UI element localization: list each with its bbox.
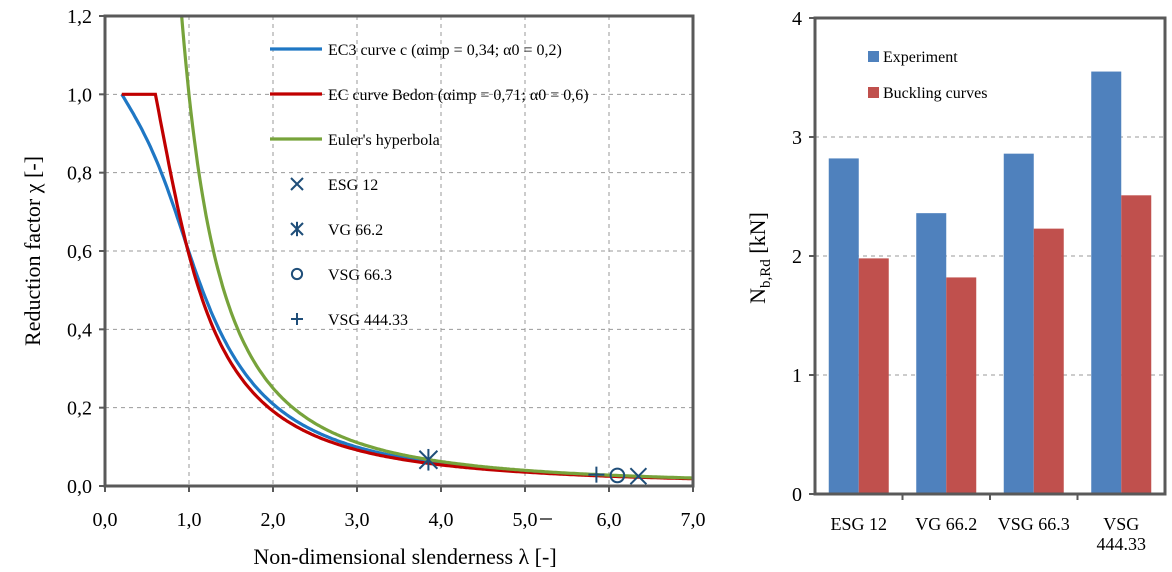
legend-marker-plus	[291, 313, 303, 325]
left-x-tick-label: 0,0	[93, 509, 118, 531]
test-point-plus	[588, 466, 605, 483]
left-x-tick-label: 4,0	[429, 509, 454, 531]
right-y-tick-label: 1	[792, 365, 802, 387]
right-y-tick-label: 4	[792, 8, 802, 30]
left-y-tick-label: 1,0	[67, 84, 92, 106]
left-curves	[120, 16, 693, 481]
series-line-bedon	[121, 92, 693, 481]
left-y-tick-label: 0,6	[67, 241, 92, 263]
right-y-tick-label: 3	[792, 127, 802, 149]
left-ticks: 0,0 1,0 2,0 3,0 4,0 5,0 6,0 7,0 0,0 0,2 0,4 0,6 0,8 1…	[67, 6, 706, 531]
right-y-label-main: N	[745, 288, 770, 304]
right-y-axis-label: Nb,Rd [kN]	[745, 212, 774, 304]
reduction-factor-chart: 0,0 1,0 2,0 3,0 4,0 5,0 6,0 7,0 0,0 0,2 0,4 0,6 0,8 1…	[20, 6, 706, 569]
legend-label: Euler's hyperbola	[328, 132, 440, 149]
left-legend: EC3 curve c (αimp = 0,34; α0 = 0,2) EC cu…	[270, 42, 589, 329]
test-point-circle	[609, 467, 626, 484]
legend-label: VSG 444.33	[328, 312, 408, 329]
legend-swatch-experiment	[868, 51, 879, 62]
left-y-tick-label: 0,0	[67, 476, 92, 498]
legend-marker-asterisk	[290, 221, 304, 237]
left-x-tick-label: 7,0	[681, 509, 706, 531]
left-x-tick-label: 2,0	[261, 509, 286, 531]
left-y-tick-label: 0,2	[67, 398, 92, 420]
bar-experiment	[828, 158, 859, 495]
test-point-x	[629, 467, 648, 485]
left-x-tick-label: 5,0	[513, 509, 538, 531]
legend-label: VG 66.2	[328, 222, 383, 239]
right-x-tick-label: VSG 66.3	[998, 514, 1070, 534]
left-y-axis-label: Reduction factor χ [-]	[20, 156, 45, 346]
left-y-tick-label: 1,2	[67, 6, 92, 28]
right-y-tick-label: 0	[792, 484, 802, 506]
right-y-label-sub: b,Rd	[758, 259, 774, 288]
left-test-points	[418, 448, 648, 485]
right-bars	[828, 71, 1152, 495]
legend-label: ESG 12	[328, 177, 378, 194]
bar-buckling	[1121, 195, 1152, 494]
test-point-asterisk	[418, 448, 439, 471]
bar-experiment	[1003, 153, 1034, 494]
bar-experiment	[916, 213, 947, 494]
right-legend: Experiment Buckling curves	[868, 49, 987, 102]
legend-swatch-buckling	[868, 87, 879, 98]
legend-label: EC curve Bedon (αimp = 0,71; α0 = 0,6)	[328, 87, 589, 104]
legend-label: Buckling curves	[883, 85, 987, 102]
series-line-ec3	[120, 93, 693, 480]
left-x-axis-label: Non-dimensional slenderness λ [-]	[253, 544, 556, 569]
left-y-tick-label: 0,8	[67, 163, 92, 185]
bar-buckling	[1033, 228, 1064, 494]
series-line-euler	[180, 16, 692, 480]
left-grid	[105, 16, 693, 486]
legend-marker-circle	[290, 267, 304, 281]
right-x-tick-label: 444.33	[1097, 534, 1147, 554]
legend-label: EC3 curve c (αimp = 0,34; α0 = 0,2)	[328, 42, 562, 59]
right-x-tick-label: VG 66.2	[915, 514, 977, 534]
right-x-tick-label: VSG	[1103, 514, 1139, 534]
left-x-tick-label: 6,0	[597, 509, 622, 531]
left-x-tick-label: 1,0	[177, 509, 202, 531]
bar-buckling	[946, 277, 977, 494]
legend-label: VSG 66.3	[328, 267, 392, 284]
left-y-tick-label: 0,4	[67, 319, 92, 341]
right-y-tick-label: 2	[792, 246, 802, 268]
right-y-label-unit: [kN]	[745, 212, 770, 259]
right-x-tick-label: ESG 12	[830, 514, 887, 534]
bar-buckling	[858, 258, 889, 494]
legend-marker-x	[290, 177, 304, 191]
legend-label: Experiment	[883, 49, 958, 66]
bar-experiment	[1091, 71, 1122, 495]
left-x-tick-label: 3,0	[345, 509, 370, 531]
